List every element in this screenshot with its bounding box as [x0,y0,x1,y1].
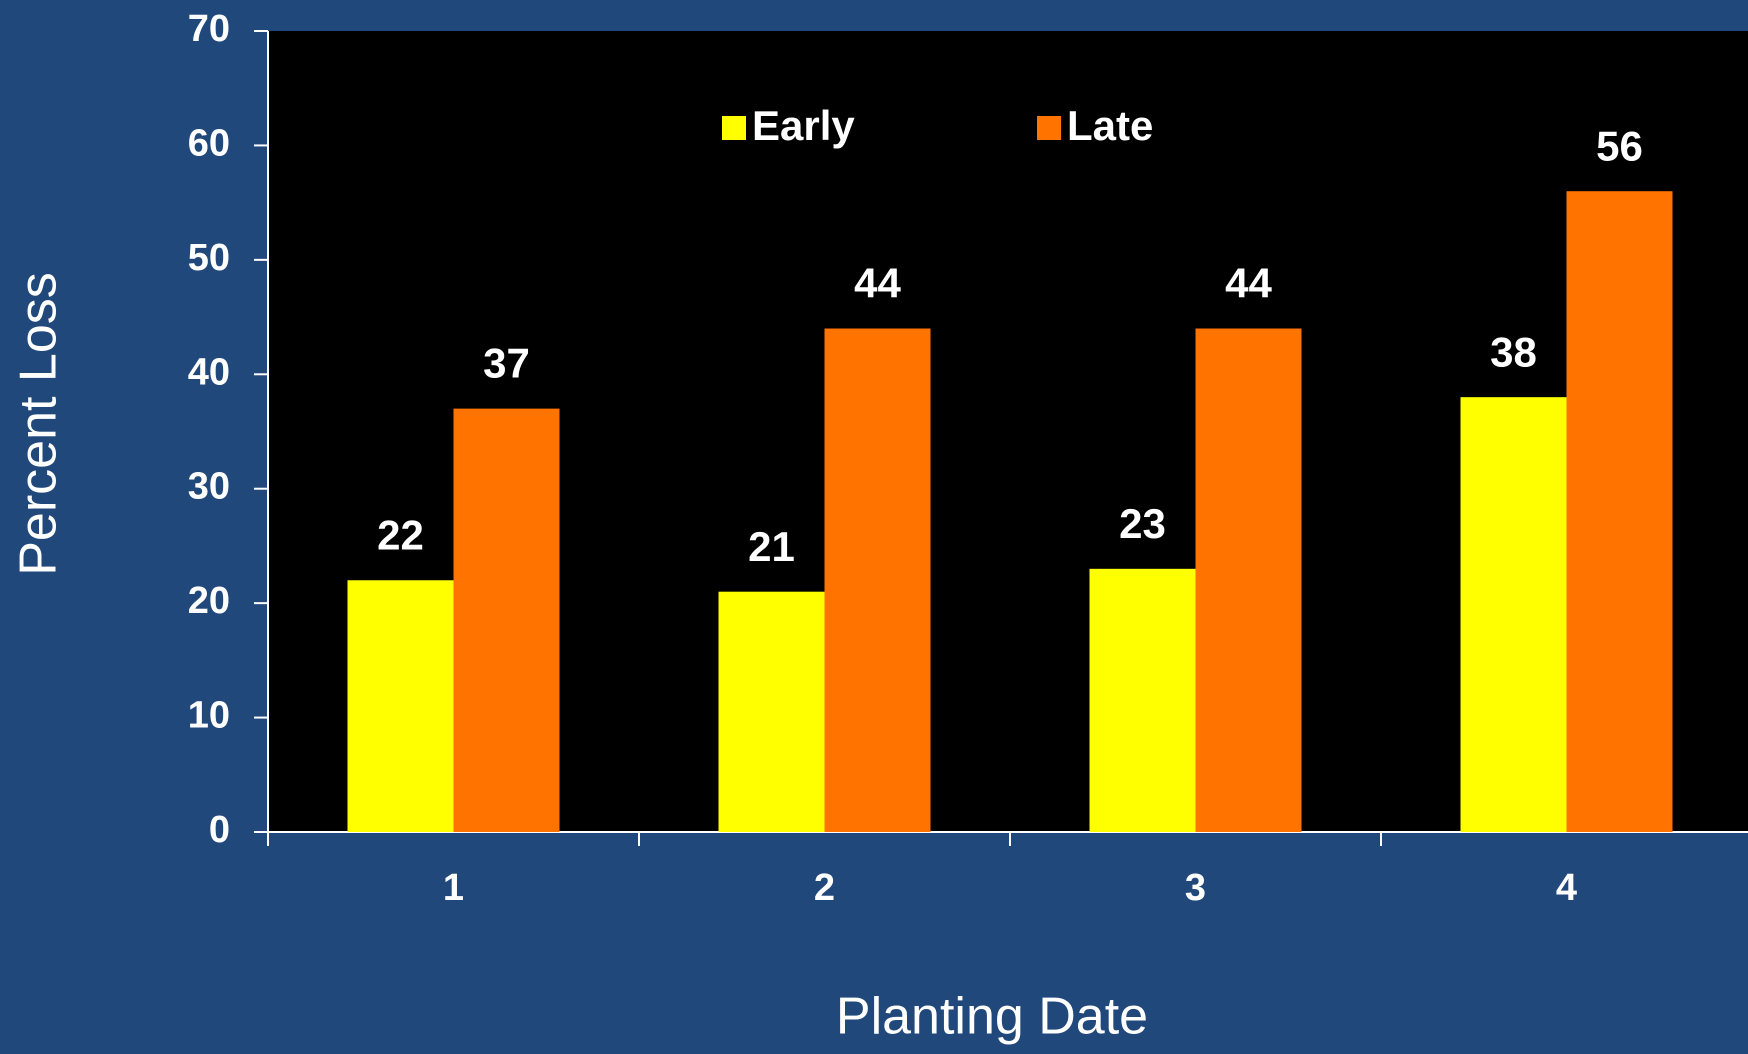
value-label: 56 [1596,122,1643,169]
bar [347,580,454,832]
x-tick-label: 4 [1556,867,1577,909]
value-label: 44 [854,260,901,307]
x-tick-label: 3 [1185,867,1206,909]
legend-label: Early [752,102,855,149]
y-tick-label: 50 [188,237,230,279]
y-tick-label: 0 [209,809,230,851]
legend-label: Late [1067,102,1153,149]
y-tick-label: 60 [188,122,230,164]
x-tick-label: 2 [814,867,835,909]
y-tick-label: 30 [188,466,230,508]
y-tick-label: 70 [188,8,230,50]
x-tick-label: 1 [443,867,464,909]
y-tick-label: 20 [188,580,230,622]
bar [1460,397,1567,832]
value-label: 22 [377,511,424,558]
value-label: 38 [1490,328,1537,375]
legend-swatch [722,116,746,140]
bar [1089,568,1196,832]
y-axis-title: Percent Loss [10,272,68,576]
value-label: 21 [748,523,795,570]
x-axis-title: Planting Date [836,988,1148,1046]
bar [453,408,560,832]
bar [718,591,825,832]
bar [1566,191,1673,832]
bar [824,328,931,832]
legend-swatch [1037,116,1061,140]
y-tick-label: 40 [188,351,230,393]
y-tick-label: 10 [188,695,230,737]
value-label: 44 [1225,260,1272,307]
value-label: 37 [483,340,530,387]
value-label: 23 [1119,500,1166,547]
bar [1195,328,1302,832]
